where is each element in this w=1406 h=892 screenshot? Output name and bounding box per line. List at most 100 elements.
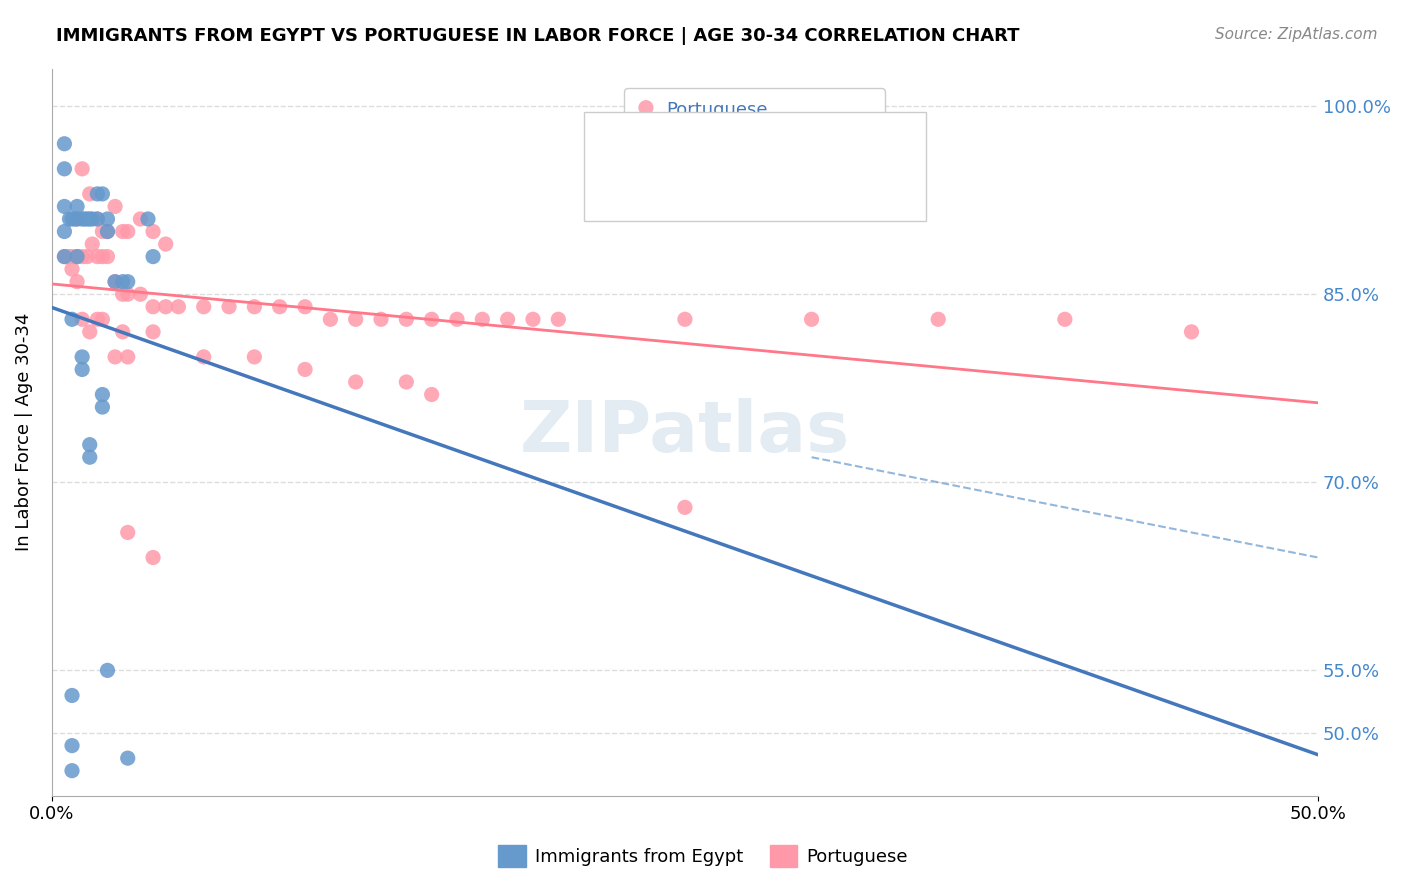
Portuguese [117,525,139,540]
Y-axis label: In Labor Force | Age 30-34: In Labor Force | Age 30-34 [15,313,32,551]
Portuguese [56,250,79,264]
Immigrants from Egypt [86,186,108,201]
Portuguese [60,250,83,264]
Portuguese [96,250,118,264]
Immigrants from Egypt [70,362,93,376]
Portuguese [193,350,215,364]
Immigrants from Egypt [60,211,83,226]
Portuguese [294,362,316,376]
Portuguese [104,350,127,364]
Immigrants from Egypt [79,450,101,465]
Immigrants from Egypt [91,387,114,401]
Portuguese [927,312,949,326]
Portuguese [319,312,342,326]
Immigrants from Egypt [70,211,93,226]
Legend: Portuguese, Immigrants from Egypt, R =  -0.117   N = 38, R =  -0.067   N = 71: Portuguese, Immigrants from Egypt, R = -… [624,88,884,210]
Immigrants from Egypt [66,199,89,213]
Portuguese [1180,325,1202,339]
Portuguese [66,250,89,264]
FancyBboxPatch shape [583,112,925,221]
Portuguese [104,199,127,213]
Immigrants from Egypt [96,664,118,678]
Immigrants from Egypt [136,211,159,226]
Immigrants from Egypt [53,136,76,151]
Portuguese [66,211,89,226]
Immigrants from Egypt [60,739,83,753]
Portuguese [86,312,108,326]
Text: ZIPatlas: ZIPatlas [520,398,851,467]
Immigrants from Egypt [53,161,76,176]
Portuguese [344,375,367,389]
Portuguese [117,225,139,239]
Immigrants from Egypt [63,211,86,226]
Portuguese [111,325,134,339]
Portuguese [269,300,291,314]
Portuguese [243,350,266,364]
Portuguese [420,312,443,326]
Portuguese [471,312,494,326]
Portuguese [155,237,177,252]
Immigrants from Egypt [66,211,89,226]
Immigrants from Egypt [91,400,114,414]
Portuguese [522,312,544,326]
Portuguese [395,312,418,326]
Text: Source: ZipAtlas.com: Source: ZipAtlas.com [1215,27,1378,42]
Portuguese [104,275,127,289]
Immigrants from Egypt [111,275,134,289]
Portuguese [129,211,152,226]
Immigrants from Egypt [58,211,80,226]
Portuguese [70,161,93,176]
Legend: Immigrants from Egypt, Portuguese: Immigrants from Egypt, Portuguese [491,838,915,874]
Portuguese [344,312,367,326]
Immigrants from Egypt [96,225,118,239]
Immigrants from Egypt [79,438,101,452]
Immigrants from Egypt [79,211,101,226]
Portuguese [420,387,443,401]
Portuguese [91,312,114,326]
Portuguese [82,237,104,252]
Portuguese [1053,312,1076,326]
Immigrants from Egypt [82,211,104,226]
Portuguese [76,250,98,264]
Immigrants from Egypt [60,312,83,326]
Portuguese [117,287,139,301]
Portuguese [53,250,76,264]
Portuguese [142,300,165,314]
Portuguese [111,287,134,301]
Portuguese [142,550,165,565]
Portuguese [79,186,101,201]
Immigrants from Egypt [53,225,76,239]
Portuguese [129,287,152,301]
Immigrants from Egypt [60,689,83,703]
Portuguese [70,312,93,326]
Portuguese [167,300,190,314]
Portuguese [370,312,392,326]
Portuguese [91,250,114,264]
Portuguese [117,350,139,364]
Immigrants from Egypt [73,211,96,226]
Immigrants from Egypt [66,250,89,264]
Immigrants from Egypt [117,275,139,289]
Immigrants from Egypt [53,250,76,264]
Portuguese [395,375,418,389]
Portuguese [142,225,165,239]
Immigrants from Egypt [53,199,76,213]
Portuguese [673,312,696,326]
Portuguese [294,300,316,314]
Immigrants from Egypt [86,211,108,226]
Immigrants from Egypt [60,764,83,778]
Portuguese [58,250,80,264]
Portuguese [91,225,114,239]
Immigrants from Egypt [117,751,139,765]
Portuguese [800,312,823,326]
Portuguese [66,275,89,289]
Portuguese [70,250,93,264]
Immigrants from Egypt [91,186,114,201]
Immigrants from Egypt [70,350,93,364]
Portuguese [673,500,696,515]
Portuguese [243,300,266,314]
Portuguese [111,225,134,239]
Portuguese [86,250,108,264]
Immigrants from Egypt [104,275,127,289]
Immigrants from Egypt [142,250,165,264]
